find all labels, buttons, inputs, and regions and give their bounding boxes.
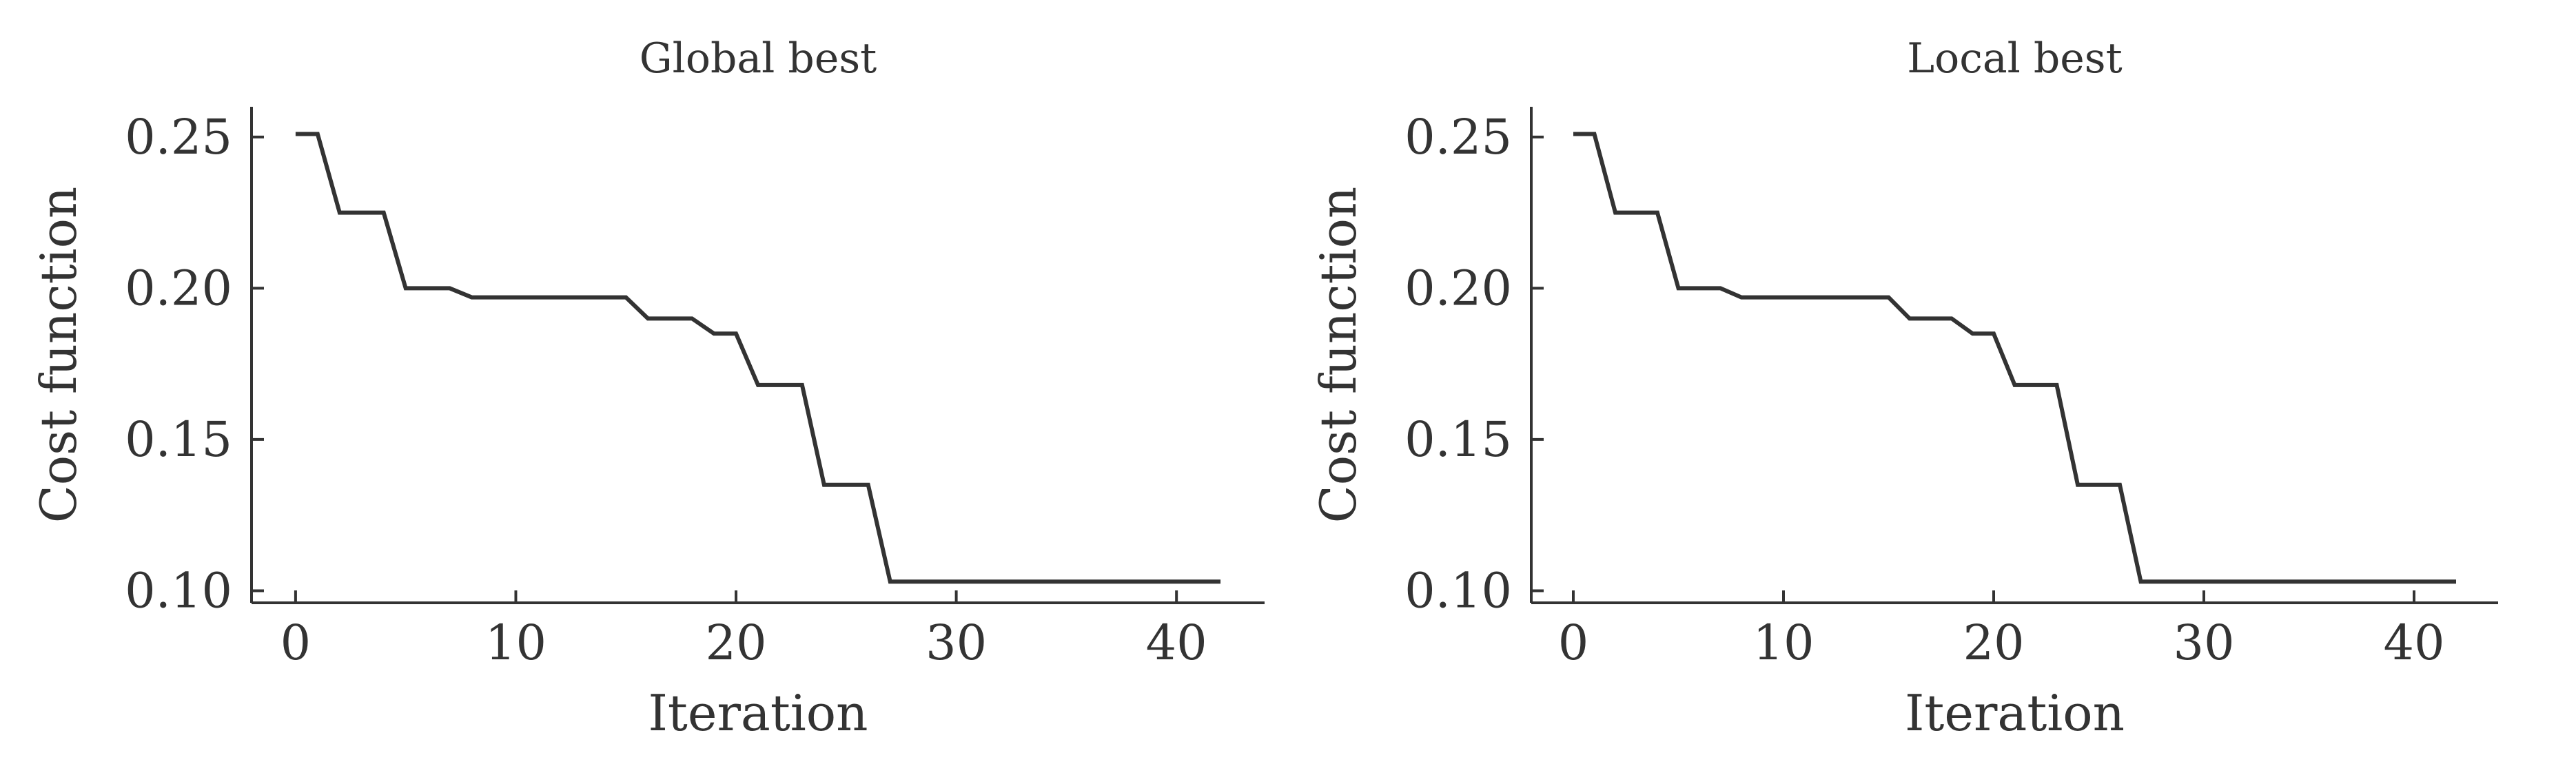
series-line-0: [1573, 132, 2456, 584]
chart-title: Global best: [640, 34, 877, 83]
x-tick-label: 20: [706, 615, 767, 671]
x-tick-label: 0: [280, 615, 311, 671]
chart-title: Local best: [1907, 34, 2122, 83]
y-tick-label: 0.10: [125, 562, 232, 619]
x-tick-label: 10: [485, 615, 546, 671]
y-tick-label: 0.15: [125, 411, 232, 468]
y-tick-label: 0.25: [1404, 109, 1512, 165]
y-tick-label: 0.25: [125, 109, 232, 165]
y-axis-label: Cost function: [30, 187, 88, 524]
y-tick-label: 0.15: [1404, 411, 1512, 468]
x-tick-label: 10: [1752, 615, 1814, 671]
x-tick-label: 20: [1963, 615, 2024, 671]
y-tick-label: 0.20: [125, 260, 232, 316]
x-tick-label: 30: [926, 615, 987, 671]
y-tick-label: 0.20: [1404, 260, 1512, 316]
x-tick-label: 0: [1558, 615, 1589, 671]
x-tick-label: 40: [2383, 615, 2444, 671]
x-axis-label: Iteration: [648, 684, 868, 742]
chart-panel-global-best: Global best 0 10 20 30 40 0.10 0.15 0.20 0.25 Iter…: [30, 34, 1265, 742]
x-tick-label: 30: [2173, 615, 2234, 671]
x-axis-label: Iteration: [1905, 684, 2125, 742]
chart-panel-local-best: Local best 0 10 20 30 40 0.10 0.15 0.20 0.25 Itera…: [1309, 34, 2498, 742]
y-axis-label: Cost function: [1309, 187, 1367, 524]
series-line-0: [295, 132, 1221, 584]
x-tick-label: 40: [1146, 615, 1207, 671]
y-tick-label: 0.10: [1404, 562, 1512, 619]
